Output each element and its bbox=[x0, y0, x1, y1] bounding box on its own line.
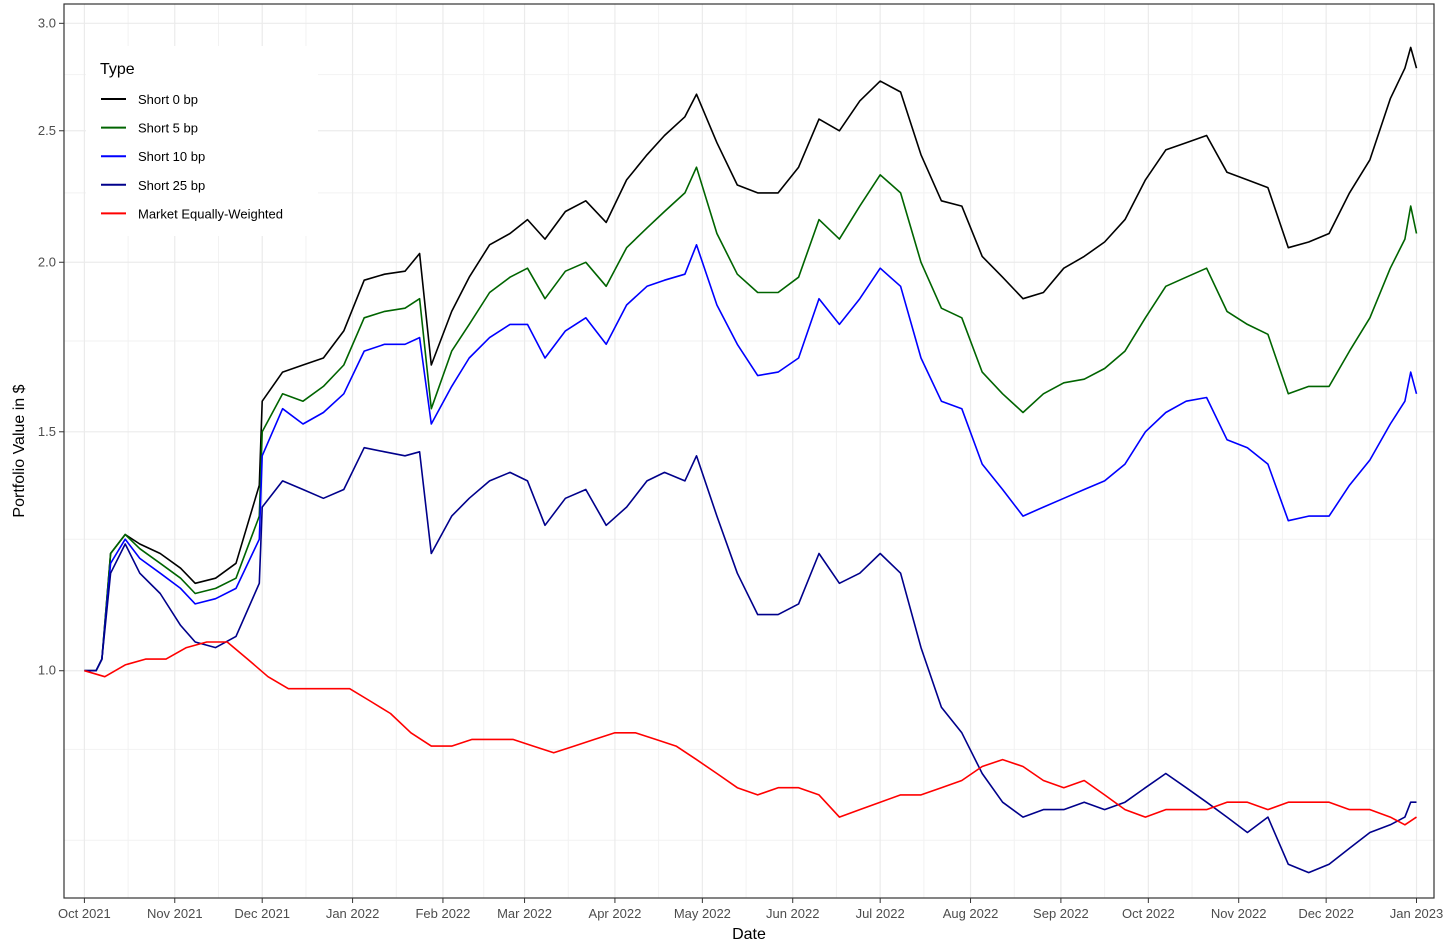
legend-title: Type bbox=[100, 61, 135, 78]
x-tick-label: Jan 2023 bbox=[1390, 906, 1443, 921]
series-line-3 bbox=[84, 244, 1418, 672]
y-axis-title: Portfolio Value in $ bbox=[11, 384, 28, 517]
x-tick-label: Aug 2022 bbox=[943, 906, 999, 921]
x-tick-label: Dec 2022 bbox=[1298, 906, 1354, 921]
x-tick-label: Nov 2021 bbox=[147, 906, 203, 921]
series-line-5 bbox=[84, 641, 1417, 826]
legend-label-2: Short 5 bp bbox=[138, 121, 198, 136]
x-axis-title: Date bbox=[732, 926, 766, 943]
plot-border bbox=[63, 3, 1435, 899]
x-tick-label: Apr 2022 bbox=[589, 906, 642, 921]
y-tick-label: 2.0 bbox=[38, 254, 56, 269]
x-tick-label: Oct 2022 bbox=[1122, 906, 1175, 921]
x-tick-label: Feb 2022 bbox=[415, 906, 470, 921]
x-tick-label: Dec 2021 bbox=[234, 906, 290, 921]
series-layer bbox=[84, 46, 1418, 874]
legend-label-4: Short 25 bp bbox=[138, 178, 205, 193]
legend-background bbox=[86, 46, 318, 236]
legend-label-5: Market Equally-Weighted bbox=[138, 206, 283, 221]
y-tick-label: 1.5 bbox=[38, 424, 56, 439]
legend-label-3: Short 10 bp bbox=[138, 149, 205, 164]
x-tick-label: Oct 2021 bbox=[58, 906, 111, 921]
x-axis: Oct 2021 Nov 2021 Dec 2021 Jan 2022 Feb 2022… bbox=[58, 898, 1443, 921]
y-tick-label: 3.0 bbox=[38, 15, 56, 30]
legend: Type Short 0 bp Short 5 bp Short 10 bp Shor… bbox=[86, 46, 318, 236]
x-tick-label: Jul 2022 bbox=[856, 906, 905, 921]
x-tick-label: Mar 2022 bbox=[497, 906, 552, 921]
x-tick-label: Jun 2022 bbox=[766, 906, 820, 921]
x-tick-label: Jan 2022 bbox=[326, 906, 380, 921]
x-tick-label: Sep 2022 bbox=[1033, 906, 1089, 921]
y-axis: 1.0 1.5 2.0 2.5 3.0 bbox=[38, 15, 64, 678]
y-tick-label: 2.5 bbox=[38, 123, 56, 138]
series-line-2 bbox=[84, 166, 1418, 672]
y-tick-label: 1.0 bbox=[38, 663, 56, 678]
x-tick-label: May 2022 bbox=[674, 906, 731, 921]
series-line-1 bbox=[84, 46, 1418, 672]
series-line-4 bbox=[84, 446, 1417, 874]
legend-label-1: Short 0 bp bbox=[138, 92, 198, 107]
x-tick-label: Nov 2022 bbox=[1211, 906, 1267, 921]
